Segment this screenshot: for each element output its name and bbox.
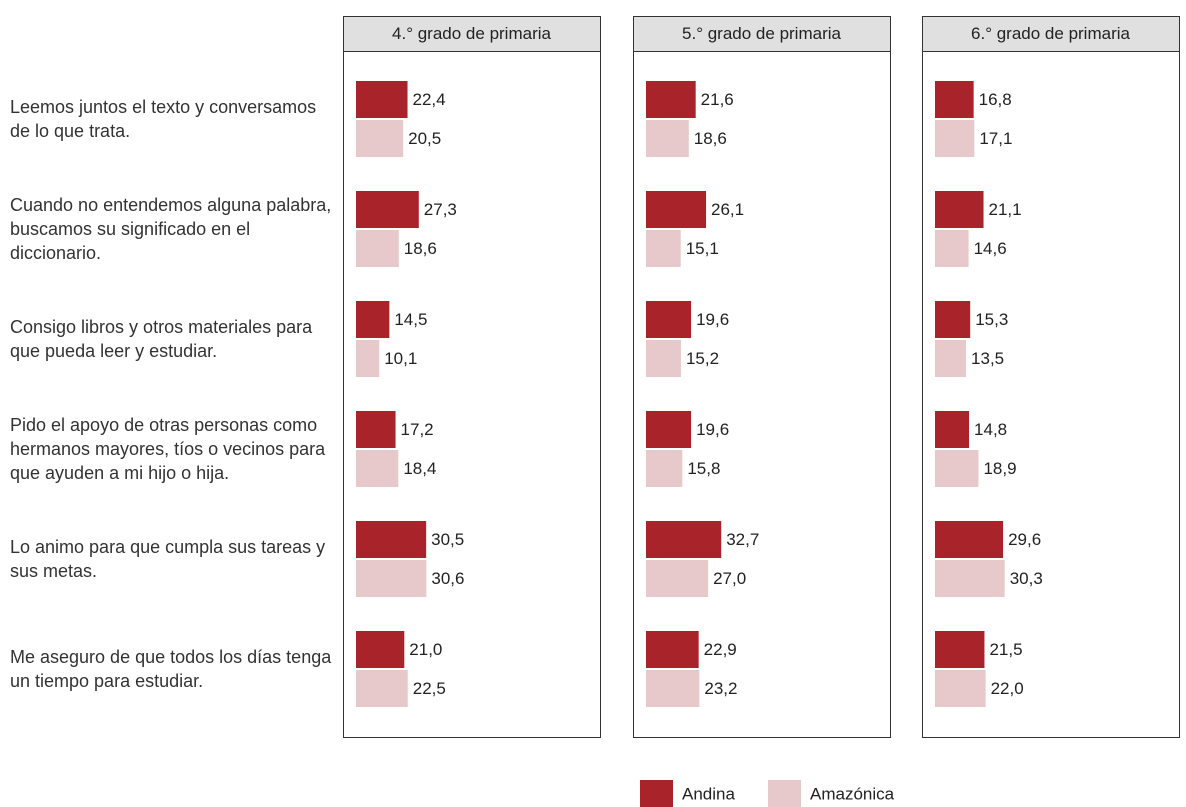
- value-label: 23,2: [704, 679, 737, 698]
- value-label: 14,6: [974, 239, 1007, 258]
- panel-title: 6.° grado de primaria: [971, 24, 1130, 43]
- bar: [646, 230, 681, 267]
- value-label: 21,6: [701, 90, 734, 109]
- bar: [356, 521, 427, 558]
- value-label: 16,8: [979, 90, 1012, 109]
- value-label: 17,2: [401, 420, 434, 439]
- bar: [935, 81, 974, 118]
- value-label: 15,8: [687, 459, 720, 478]
- bar: [356, 120, 404, 157]
- category-label: Leemos juntos el texto y conversamos de …: [10, 97, 317, 141]
- legend-label: Amazónica: [810, 784, 895, 803]
- value-label: 27,0: [713, 569, 746, 588]
- value-label: 21,1: [989, 200, 1022, 219]
- value-label: 30,5: [431, 530, 464, 549]
- value-label: 14,8: [974, 420, 1007, 439]
- panel-header: [633, 16, 891, 52]
- bar: [646, 450, 683, 487]
- bar: [935, 521, 1004, 558]
- bar: [356, 631, 405, 668]
- value-label: 15,3: [975, 310, 1008, 329]
- value-label: 30,3: [1010, 569, 1043, 588]
- value-label: 32,7: [726, 530, 759, 549]
- value-label: 19,6: [696, 310, 729, 329]
- value-label: 30,6: [431, 569, 464, 588]
- bar: [646, 631, 699, 668]
- value-label: 21,0: [409, 640, 442, 659]
- bar: [646, 411, 692, 448]
- bar: [935, 560, 1005, 597]
- bar: [646, 81, 696, 118]
- bar: [935, 450, 979, 487]
- value-label: 18,9: [983, 459, 1016, 478]
- bar: [356, 340, 380, 377]
- category-label: Consigo libros y otros materiales para q…: [10, 317, 313, 361]
- bar: [646, 670, 700, 707]
- bar: [356, 411, 396, 448]
- category-label: Cuando no entendemos alguna palabra, bus…: [10, 195, 332, 263]
- value-label: 15,2: [686, 349, 719, 368]
- category-label: Pido el apoyo de otras personas como her…: [10, 415, 326, 483]
- bar: [646, 560, 709, 597]
- bar: [356, 191, 419, 228]
- panel-header: [343, 16, 601, 52]
- bar: [356, 301, 390, 338]
- legend-swatch: [640, 780, 673, 807]
- bar: [935, 631, 985, 668]
- bar: [646, 191, 707, 228]
- value-label: 19,6: [696, 420, 729, 439]
- legend-label: Andina: [682, 784, 735, 803]
- bar: [356, 81, 408, 118]
- value-label: 18,6: [404, 239, 437, 258]
- category-label: Me aseguro de que todos los días tenga u…: [10, 647, 332, 691]
- value-label: 26,1: [711, 200, 744, 219]
- value-label: 10,1: [384, 349, 417, 368]
- value-label: 27,3: [424, 200, 457, 219]
- value-label: 17,1: [979, 129, 1012, 148]
- bar: [935, 230, 969, 267]
- value-label: 15,1: [686, 239, 719, 258]
- value-label: 22,9: [704, 640, 737, 659]
- bar: [646, 301, 692, 338]
- value-label: 22,0: [991, 679, 1024, 698]
- value-label: 18,6: [694, 129, 727, 148]
- value-label: 18,4: [403, 459, 436, 478]
- panel-title: 4.° grado de primaria: [392, 24, 551, 43]
- bar: [356, 670, 408, 707]
- legend-swatch: [768, 780, 801, 807]
- bar: [356, 230, 399, 267]
- panel-header: [922, 16, 1180, 52]
- bar: [646, 340, 681, 377]
- bar: [356, 450, 399, 487]
- value-label: 20,5: [408, 129, 441, 148]
- value-label: 22,4: [413, 90, 446, 109]
- bar: [935, 670, 986, 707]
- bar: [646, 120, 689, 157]
- panel-title: 5.° grado de primaria: [682, 24, 841, 43]
- value-label: 13,5: [971, 349, 1004, 368]
- value-label: 21,5: [989, 640, 1022, 659]
- bar: [935, 301, 971, 338]
- bar: [646, 521, 722, 558]
- bar: [356, 560, 427, 597]
- bar: [935, 191, 984, 228]
- category-label: Lo animo para que cumpla sus tareas y su…: [10, 537, 326, 581]
- bar: [935, 120, 975, 157]
- value-label: 22,5: [413, 679, 446, 698]
- value-label: 14,5: [394, 310, 427, 329]
- bar: [935, 340, 967, 377]
- bar: [935, 411, 970, 448]
- value-label: 29,6: [1008, 530, 1041, 549]
